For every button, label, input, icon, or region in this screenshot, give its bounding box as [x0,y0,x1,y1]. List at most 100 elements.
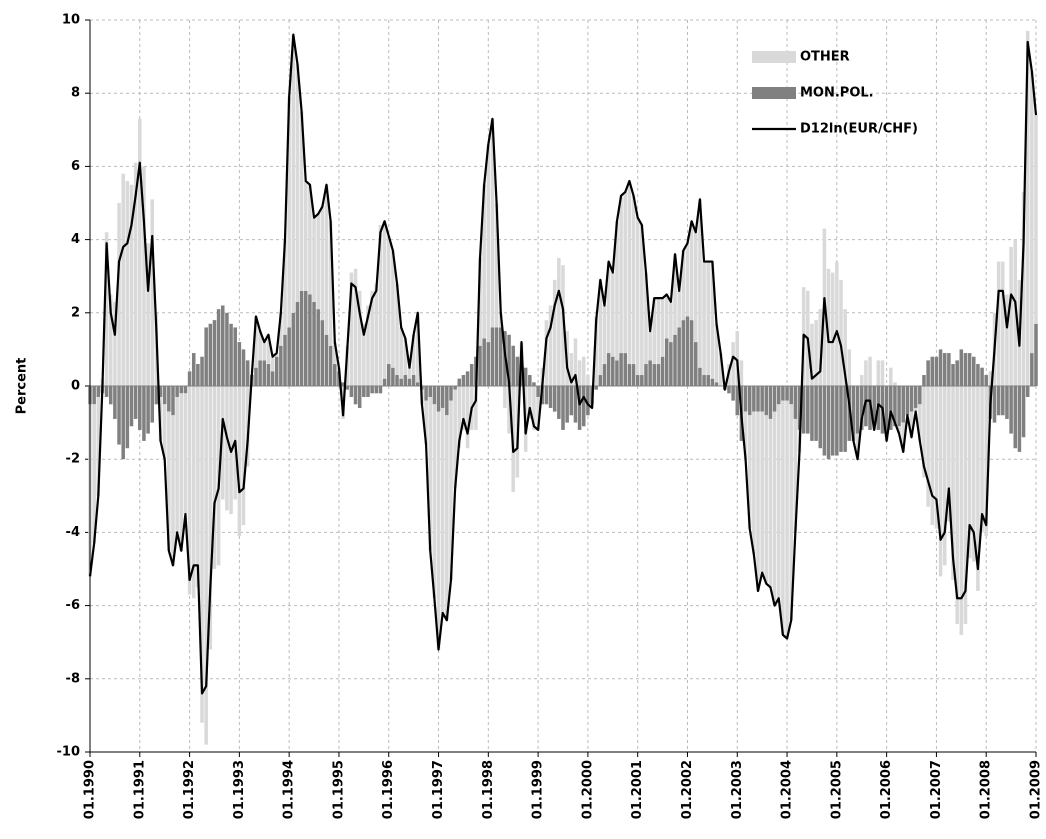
bar [893,382,897,386]
bar [133,386,138,419]
bar [681,250,686,321]
bar [552,279,557,386]
bar [984,375,988,386]
bar [183,393,188,515]
bar [656,298,661,365]
bar [830,386,835,456]
bar [125,181,130,386]
bar [225,312,229,386]
bar [959,349,964,386]
bar [382,378,387,386]
y-tick-label: -6 [66,598,80,613]
bar [909,411,914,438]
bar [702,261,706,376]
bar [706,261,710,376]
bar [117,386,121,445]
bar [146,386,150,434]
bar [884,386,889,434]
bar [714,382,719,386]
x-tick-label: 01.1998 [481,760,496,819]
bar [399,327,403,379]
bar [569,353,574,386]
bar [611,356,615,386]
bar [449,400,453,580]
bar [196,364,200,386]
bar [316,213,320,310]
bar [1009,386,1013,434]
y-tick-label: 6 [71,159,80,174]
bar [453,389,457,489]
bar [785,386,789,401]
bar [810,323,814,386]
bar [121,386,125,460]
bar [266,334,271,365]
bar [677,327,681,386]
bar [478,257,482,346]
bar [258,360,262,386]
bar [498,327,503,386]
bar [532,382,536,386]
bar [113,301,117,386]
bar [154,386,159,405]
bar [370,386,374,394]
bar [814,320,818,386]
bar [615,221,619,361]
bar [581,356,586,386]
bar [776,404,781,599]
bar [602,305,607,365]
bar [615,360,619,386]
bar [200,386,204,723]
bar [1005,294,1009,386]
bar [187,386,192,595]
bar [727,386,731,394]
bar [640,375,644,386]
bar [445,415,449,621]
bar [996,261,1001,386]
bar [494,327,499,386]
bar [370,290,374,386]
bar [179,393,184,551]
bar [175,386,179,397]
bar [162,386,167,405]
bar [270,371,275,386]
bar [776,386,781,405]
x-tick-label: 01.1993 [232,760,247,819]
bar [254,316,258,368]
bar [241,349,246,386]
bar [702,375,706,386]
bar [108,294,113,386]
bar [743,386,748,412]
bar [876,360,881,386]
legend-label: MON.POL. [800,86,874,101]
x-tick-label: 01.1995 [331,760,346,819]
bar [747,415,752,529]
bar [532,386,536,430]
x-tick-label: 01.2004 [780,760,795,819]
bar [864,360,868,386]
bar [980,386,984,533]
bar [689,221,694,321]
bar [752,386,756,412]
bar [204,386,208,745]
x-tick-label: 01.2005 [829,760,844,819]
y-tick-label: -8 [66,671,80,686]
bar [465,371,470,386]
bar [631,195,636,365]
bar [694,232,698,343]
bar [453,386,457,390]
bar [644,272,648,365]
bar [395,283,399,376]
bar [328,345,333,386]
bar [976,386,980,591]
bar [685,316,690,386]
bar [942,353,947,386]
bar [241,386,246,526]
y-tick-label: -2 [66,452,80,467]
bar [523,367,528,386]
bar [308,294,312,386]
bar [424,400,428,445]
bar [868,356,872,386]
bar [855,433,860,460]
bar [797,386,802,430]
